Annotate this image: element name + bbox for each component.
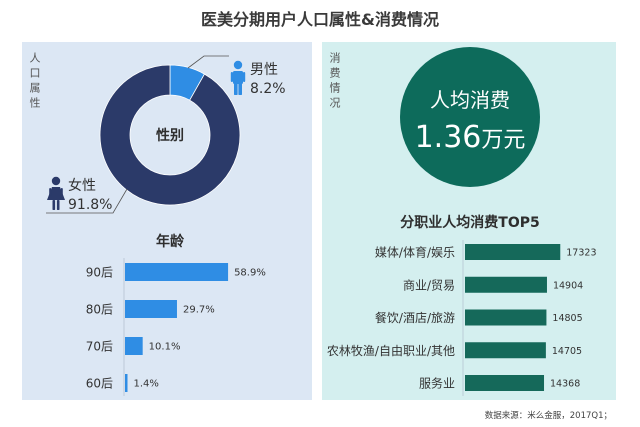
occupation-category-label: 农林牧渔/自由职业/其他 — [327, 344, 455, 358]
occupation-value-label: 14904 — [553, 280, 583, 291]
occupation-bar — [465, 342, 546, 359]
age-bar-chart: 90后 58.9% 80后 29.7% 70后 10.1% 60后 1.4% — [86, 263, 266, 392]
demographics-side-label: 人口属性 — [28, 52, 41, 112]
age-value-label: 10.1% — [149, 342, 181, 353]
male-leader-line — [187, 55, 229, 69]
gender-chart-title: 性别 — [156, 127, 184, 144]
male-value: 8.2% — [250, 81, 286, 97]
avg-spend-circle — [400, 47, 540, 187]
occupation-category-label: 餐饮/酒店/旅游 — [375, 310, 455, 325]
occupation-value-label: 17323 — [566, 248, 596, 259]
male-person-icon — [230, 60, 246, 95]
age-chart-title: 年龄 — [156, 233, 185, 250]
female-slice — [99, 64, 241, 206]
occupation-category-label: 商业/贸易 — [403, 277, 455, 292]
demographics-panel: 人口属性 — [22, 42, 312, 400]
occupation-value-label: 14805 — [552, 313, 582, 324]
female-leader-line — [46, 188, 128, 214]
age-category-label: 70后 — [86, 340, 113, 354]
occupation-bar — [465, 276, 547, 293]
age-category-label: 60后 — [86, 377, 113, 391]
occupation-value-label: 14705 — [552, 346, 582, 357]
female-person-icon — [47, 176, 65, 210]
female-label: 女性 — [68, 177, 96, 194]
data-source-note: 数据来源：米么金服，2017Q1； — [485, 410, 612, 421]
age-bar — [125, 300, 177, 318]
occupation-chart-title: 分职业人均消费TOP5 — [400, 214, 539, 231]
age-category-label: 90后 — [86, 266, 113, 280]
age-bar — [125, 374, 128, 392]
age-value-label: 1.4% — [134, 379, 159, 390]
occupation-category-label: 媒体/体育/娱乐 — [375, 245, 455, 260]
female-value: 91.8% — [68, 197, 112, 213]
occupation-value-label: 14368 — [550, 379, 580, 390]
occupation-bar — [465, 244, 561, 260]
occupation-category-label: 服务业 — [419, 376, 455, 391]
occupation-bar — [465, 309, 547, 326]
avg-spend-value: 1.36 — [415, 120, 482, 155]
age-value-label: 29.7% — [183, 305, 215, 316]
age-bar — [125, 337, 143, 355]
age-category-label: 80后 — [86, 303, 113, 317]
age-bar — [125, 263, 229, 281]
occupation-bar-chart: 媒体/体育/娱乐 17323 商业/贸易 14904 餐饮/酒店/旅游 14805 农林牧渔… — [327, 244, 597, 391]
page-title: 医美分期用户人口属性&消费情况 — [201, 10, 439, 29]
male-label: 男性 — [250, 62, 278, 78]
avg-spend-label: 人均消费 — [430, 88, 510, 112]
avg-spend-unit: 万元 — [481, 128, 525, 153]
age-value-label: 58.9% — [234, 268, 266, 279]
avg-spend-amount: 1.36万元 — [415, 120, 526, 155]
occupation-bar — [465, 375, 545, 391]
spending-side-label: 消费情况 — [328, 52, 341, 112]
gender-donut-chart — [99, 64, 241, 206]
